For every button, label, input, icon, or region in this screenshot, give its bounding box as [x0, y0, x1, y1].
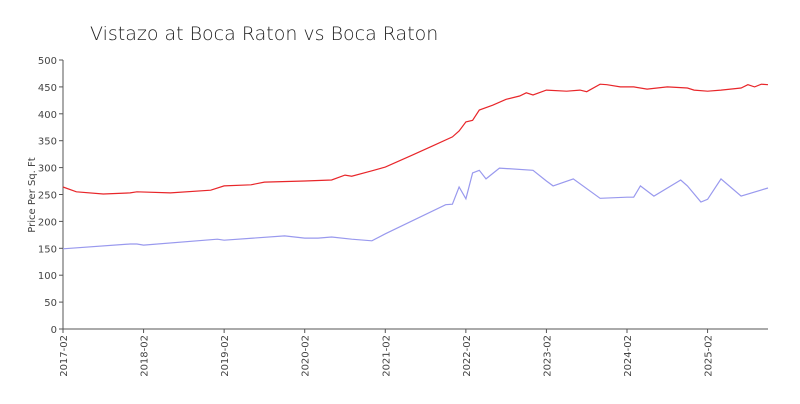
x-tick-label: 2025-02	[704, 335, 715, 377]
y-tick-label: 350	[38, 137, 57, 148]
y-tick-label: 50	[44, 298, 57, 309]
y-tick-label: 150	[38, 244, 57, 255]
x-tick-label: 2019-02	[220, 335, 231, 377]
y-tick-label: 400	[38, 110, 57, 121]
y-tick-label: 450	[38, 83, 57, 94]
series-line	[62, 167, 769, 250]
y-axis-label: Price Per Sq. Ft	[27, 157, 38, 232]
chart-title: Vistazo at Boca Raton vs Boca Raton	[90, 23, 438, 45]
x-tick-label: 2021-02	[381, 335, 392, 377]
x-tick-label: 2024-02	[623, 335, 634, 377]
y-tick-label: 100	[38, 271, 57, 282]
x-tick-label: 2018-02	[140, 335, 151, 377]
y-tick-label: 500	[38, 56, 57, 67]
y-tick-label: 0	[51, 325, 57, 336]
x-tick-label: 2020-02	[301, 335, 312, 377]
x-tick-label: 2022-02	[462, 335, 473, 377]
series-line	[62, 83, 769, 195]
x-tick-label: 2017-02	[59, 335, 70, 377]
x-tick-label: 2023-02	[542, 335, 553, 377]
y-tick-label: 300	[38, 164, 57, 175]
y-tick-label: 250	[38, 191, 57, 202]
y-tick-label: 200	[38, 217, 57, 228]
